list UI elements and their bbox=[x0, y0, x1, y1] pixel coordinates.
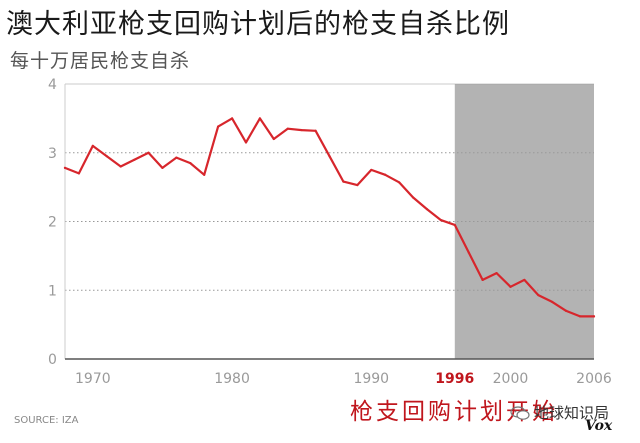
data-point-2005 bbox=[578, 315, 582, 318]
data-point-1982 bbox=[258, 117, 261, 120]
data-point-2001 bbox=[523, 278, 526, 282]
data-point-1998 bbox=[481, 278, 484, 282]
axis-layer bbox=[64, 84, 594, 360]
x-tick-label-2000: 2000 bbox=[493, 371, 529, 387]
data-point-1986 bbox=[314, 129, 317, 132]
chart-title: 澳大利亚枪支回购计划后的枪支自杀比例 bbox=[6, 9, 510, 40]
data-point-1968 bbox=[63, 166, 67, 169]
data-point-1987 bbox=[328, 155, 331, 158]
data-point-1984 bbox=[286, 127, 289, 130]
watermark-text: 地球知识局 bbox=[534, 404, 610, 422]
data-point-1992 bbox=[398, 181, 401, 184]
data-point-1973 bbox=[133, 158, 136, 161]
data-point-1979 bbox=[217, 125, 220, 128]
data-point-1995 bbox=[439, 219, 442, 222]
data-point-1974 bbox=[147, 151, 150, 154]
data-point-1999 bbox=[495, 271, 498, 275]
data-point-1996 bbox=[453, 223, 456, 227]
x-tick-label-1980: 1980 bbox=[214, 371, 250, 387]
data-point-2004 bbox=[565, 309, 568, 312]
x-tick-label-1970: 1970 bbox=[75, 371, 111, 387]
data-point-1988 bbox=[342, 180, 345, 183]
data-point-1997 bbox=[467, 251, 470, 254]
series-layer bbox=[63, 117, 596, 318]
vox-logo: Vox bbox=[585, 418, 613, 434]
y-tick-label-4: 4 bbox=[48, 77, 57, 93]
x-tick-label-1990: 1990 bbox=[353, 371, 389, 387]
y-tick-label-0: 0 bbox=[48, 352, 57, 368]
data-point-1983 bbox=[272, 137, 275, 141]
data-point-2006 bbox=[592, 315, 596, 318]
data-point-1985 bbox=[300, 128, 303, 132]
tick-label-layer: 0 1 2 3 4 1970 1980 1990 1996 2000 2006 bbox=[48, 77, 612, 387]
y-tick-label-1: 1 bbox=[48, 283, 57, 299]
x-tick-label-2006: 2006 bbox=[576, 371, 612, 387]
x-tick-label-1996: 1996 bbox=[435, 371, 474, 387]
data-point-1972 bbox=[119, 165, 122, 168]
y-tick-label-2: 2 bbox=[48, 215, 57, 231]
data-point-1976 bbox=[175, 156, 178, 159]
grid-layer bbox=[65, 83, 594, 291]
data-point-1971 bbox=[105, 155, 108, 158]
data-point-1977 bbox=[189, 161, 192, 165]
y-tick-label-3: 3 bbox=[48, 146, 57, 162]
chat-bubbles-icon bbox=[510, 405, 530, 420]
data-point-1981 bbox=[244, 141, 248, 144]
data-point-1978 bbox=[203, 173, 206, 176]
data-point-1980 bbox=[230, 117, 234, 120]
data-point-1993 bbox=[411, 196, 415, 199]
data-point-1969 bbox=[77, 172, 81, 175]
data-point-1975 bbox=[161, 166, 164, 169]
data-point-1991 bbox=[384, 173, 387, 176]
data-point-1990 bbox=[370, 168, 373, 172]
source-note: SOURCE: IZA bbox=[14, 415, 79, 426]
data-point-2003 bbox=[551, 300, 554, 304]
data-point-2002 bbox=[537, 293, 540, 297]
data-point-2000 bbox=[509, 285, 512, 288]
data-point-1989 bbox=[356, 183, 359, 187]
watermark: 地球知识局 bbox=[510, 402, 609, 423]
data-point-1970 bbox=[91, 144, 94, 147]
chart-subtitle: 每十万居民枪支自杀 bbox=[10, 50, 191, 72]
data-point-1994 bbox=[425, 208, 429, 211]
